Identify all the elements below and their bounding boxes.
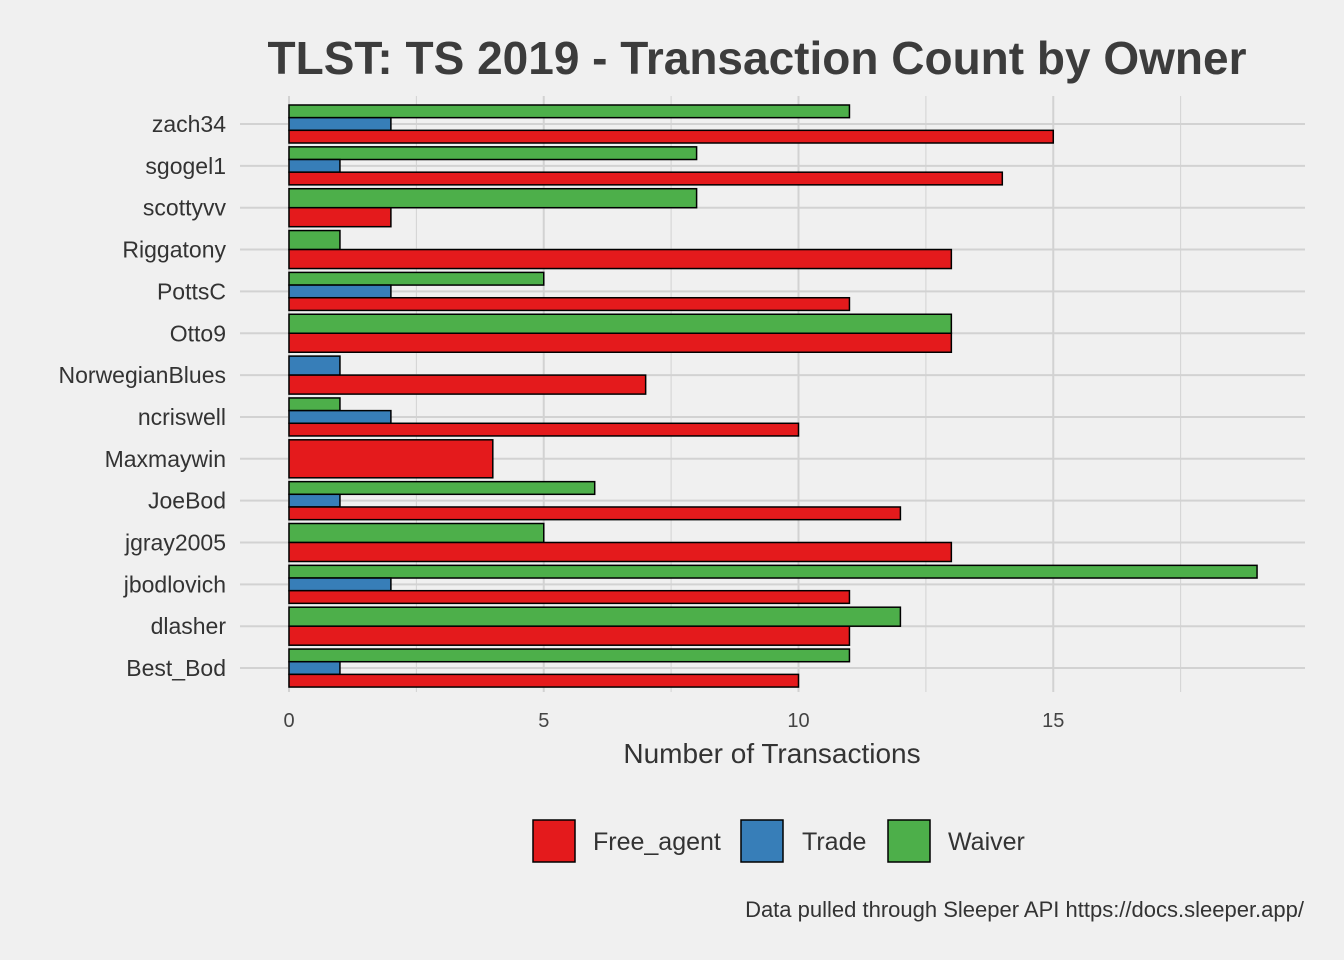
bar-free-agent	[288, 673, 800, 688]
y-tick-label: Best_Bod	[126, 655, 226, 681]
y-tick-label: ncriswell	[138, 404, 226, 430]
legend-swatch-trade	[740, 819, 784, 863]
x-tick-label: 15	[1042, 710, 1064, 732]
y-tick-label: Riggatony	[122, 237, 226, 263]
bar-waiver	[288, 104, 851, 119]
bar-waiver	[288, 313, 953, 334]
bar-trade	[288, 158, 341, 173]
bar-trade	[288, 409, 392, 425]
bar-free-agent	[288, 296, 851, 312]
bar-free-agent	[288, 206, 392, 228]
bar-free-agent	[288, 541, 953, 563]
bar-waiver	[288, 397, 341, 412]
y-tick-label: scottyvv	[143, 195, 227, 221]
legend-swatch-waiver	[887, 819, 931, 863]
y-tick-label: dlasher	[151, 613, 227, 639]
y-tick-label: Otto9	[170, 320, 226, 346]
bar-free-agent	[288, 625, 851, 646]
bar-free-agent	[288, 506, 902, 521]
bar-free-agent	[288, 439, 494, 479]
y-tick-label: NorwegianBlues	[59, 362, 226, 388]
bar-waiver	[288, 229, 341, 251]
bar-free-agent	[288, 374, 647, 395]
legend: Free_agent Trade Waiver	[532, 819, 1025, 863]
bar-free-agent	[288, 332, 953, 353]
y-axis-ticks: zach34 sgogel1 scottyvv Riggatony PottsC Otto…	[59, 111, 227, 681]
y-tick-label: PottsC	[157, 278, 226, 304]
bar-waiver	[288, 564, 1258, 579]
bar-waiver	[288, 187, 698, 209]
chart-title: TLST: TS 2019 - Transaction Count by Own…	[268, 32, 1247, 84]
bar-free-agent	[288, 422, 800, 437]
bar-waiver	[288, 480, 596, 496]
y-tick-label: Maxmaywin	[105, 446, 226, 472]
bar-free-agent	[288, 589, 851, 605]
chart-caption: Data pulled through Sleeper API https://…	[745, 897, 1305, 922]
bar-trade	[288, 577, 392, 592]
y-tick-label: zach34	[152, 111, 226, 137]
bar-waiver	[288, 146, 698, 161]
bar-layer	[288, 104, 1258, 688]
y-tick-label: jgray2005	[124, 530, 226, 556]
legend-label: Free_agent	[593, 828, 721, 856]
bar-trade	[288, 284, 392, 299]
legend-label: Waiver	[948, 828, 1025, 856]
bar-free-agent	[288, 129, 1054, 144]
bar-free-agent	[288, 171, 1004, 186]
x-tick-label: 10	[787, 710, 809, 732]
bar-trade	[288, 493, 341, 508]
y-tick-label: JoeBod	[148, 488, 226, 514]
legend-swatch-free-agent	[532, 819, 576, 863]
bar-free-agent	[288, 248, 953, 270]
bar-trade	[288, 660, 341, 676]
y-tick-label: jbodlovich	[123, 571, 226, 597]
y-tick-label: sgogel1	[145, 153, 226, 179]
bar-waiver	[288, 648, 851, 663]
x-axis-label: Number of Transactions	[623, 738, 920, 769]
bar-waiver	[288, 522, 545, 544]
bar-trade	[288, 116, 392, 132]
bar-waiver	[288, 271, 545, 286]
x-axis-ticks: 0 5 10 15	[283, 710, 1064, 732]
bar-trade	[288, 355, 341, 376]
bar-waiver	[288, 606, 902, 627]
legend-label: Trade	[802, 828, 866, 856]
x-tick-label: 0	[283, 710, 294, 732]
x-tick-label: 5	[538, 710, 549, 732]
